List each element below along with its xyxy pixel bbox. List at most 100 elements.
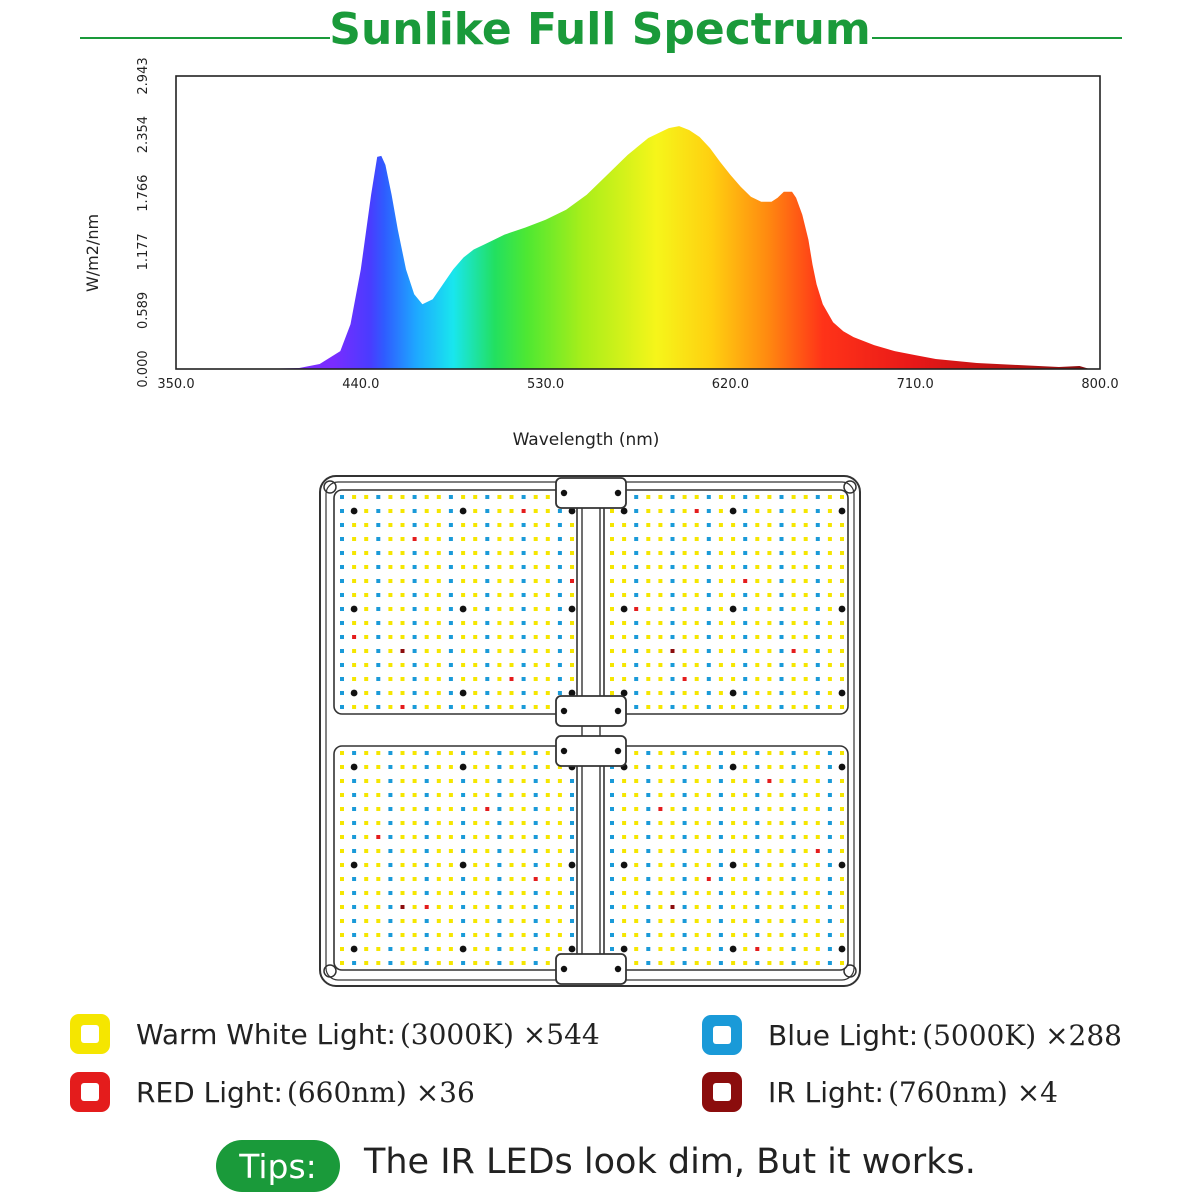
warm-white-led [388, 663, 393, 667]
warm-white-led [340, 821, 344, 825]
blue-led [682, 891, 687, 895]
mount-screw [350, 945, 358, 953]
blue-led [755, 779, 760, 783]
warm-white-led [658, 495, 663, 499]
warm-white-led [461, 649, 466, 653]
warm-white-led [436, 947, 441, 951]
x-tick-label: 440.0 [342, 377, 379, 392]
warm-white-led [545, 765, 550, 769]
blue-led [557, 607, 562, 611]
blue-led [670, 495, 675, 499]
warm-white-led [400, 579, 405, 583]
warm-white-led [436, 891, 441, 895]
red-led [533, 877, 538, 881]
warm-white-led [840, 849, 844, 853]
warm-white-led [840, 919, 844, 923]
warm-white-led [779, 905, 784, 909]
mount-screw [729, 763, 737, 771]
blue-led [412, 621, 417, 625]
blue-led [610, 863, 614, 867]
warm-white-led [364, 663, 369, 667]
warm-white-led [827, 649, 832, 653]
warm-white-led [352, 523, 357, 527]
blue-led [634, 635, 639, 639]
warm-white-led [340, 919, 344, 923]
warm-white-led [497, 593, 502, 597]
warm-white-led [424, 509, 429, 513]
warm-white-led [622, 877, 627, 881]
blue-led [743, 607, 748, 611]
warm-white-led [718, 705, 723, 709]
blue-led [670, 565, 675, 569]
blue-led [461, 835, 466, 839]
blue-led [521, 607, 526, 611]
blue-led [682, 919, 687, 923]
warm-white-led [706, 919, 711, 923]
mount-screw [729, 945, 737, 953]
warm-white-led [755, 663, 760, 667]
warm-white-led [718, 495, 723, 499]
warm-white-led [340, 807, 344, 811]
blue-led [706, 607, 711, 611]
warm-white-led [646, 621, 651, 625]
warm-white-led [545, 523, 550, 527]
warm-white-led [634, 765, 639, 769]
warm-white-led [803, 821, 808, 825]
blue-led [497, 793, 502, 797]
warm-white-led [791, 495, 796, 499]
mount-screw [350, 605, 358, 613]
warm-white-led [509, 961, 514, 965]
warm-white-led [412, 835, 417, 839]
blue-led [570, 835, 574, 839]
blue-led [340, 677, 344, 681]
warm-white-led [485, 891, 490, 895]
warm-white-led [521, 947, 526, 951]
blue-led [706, 593, 711, 597]
warm-white-led [376, 905, 381, 909]
warm-white-led [743, 765, 748, 769]
blue-led [791, 947, 796, 951]
blue-led [340, 635, 344, 639]
warm-white-led [670, 807, 675, 811]
blue-led [340, 691, 344, 695]
warm-white-led [400, 947, 405, 951]
warm-white-led [400, 891, 405, 895]
warm-white-led [412, 877, 417, 881]
warm-white-led [545, 607, 550, 611]
blue-led [682, 751, 687, 755]
blue-led [461, 779, 466, 783]
warm-white-led [791, 677, 796, 681]
warm-white-led [376, 751, 381, 755]
warm-white-led [533, 677, 538, 681]
mount-screw [729, 689, 737, 697]
blue-led [755, 835, 760, 839]
warm-white-led [364, 607, 369, 611]
red-led [815, 849, 820, 853]
blue-led [779, 579, 784, 583]
blue-led [461, 877, 466, 881]
warm-white-led [815, 751, 820, 755]
mount-screw [568, 689, 576, 697]
warm-white-led [682, 635, 687, 639]
blue-led [827, 793, 832, 797]
blue-led [791, 779, 796, 783]
ir-led [400, 905, 405, 909]
warm-white-led [827, 509, 832, 513]
center-bracket [555, 695, 627, 727]
blue-led [706, 579, 711, 583]
warm-white-led [473, 551, 478, 555]
warm-white-led [791, 663, 796, 667]
warm-white-led [731, 793, 736, 797]
warm-white-led [545, 663, 550, 667]
warm-white-led [364, 905, 369, 909]
warm-white-led [694, 821, 699, 825]
warm-white-led [570, 663, 574, 667]
warm-white-led [767, 523, 772, 527]
warm-white-led [718, 509, 723, 513]
warm-white-led [473, 751, 478, 755]
warm-white-led [791, 509, 796, 513]
blue-led [718, 961, 723, 965]
warm-white-led [557, 821, 562, 825]
warm-white-led [827, 495, 832, 499]
warm-white-led [509, 663, 514, 667]
